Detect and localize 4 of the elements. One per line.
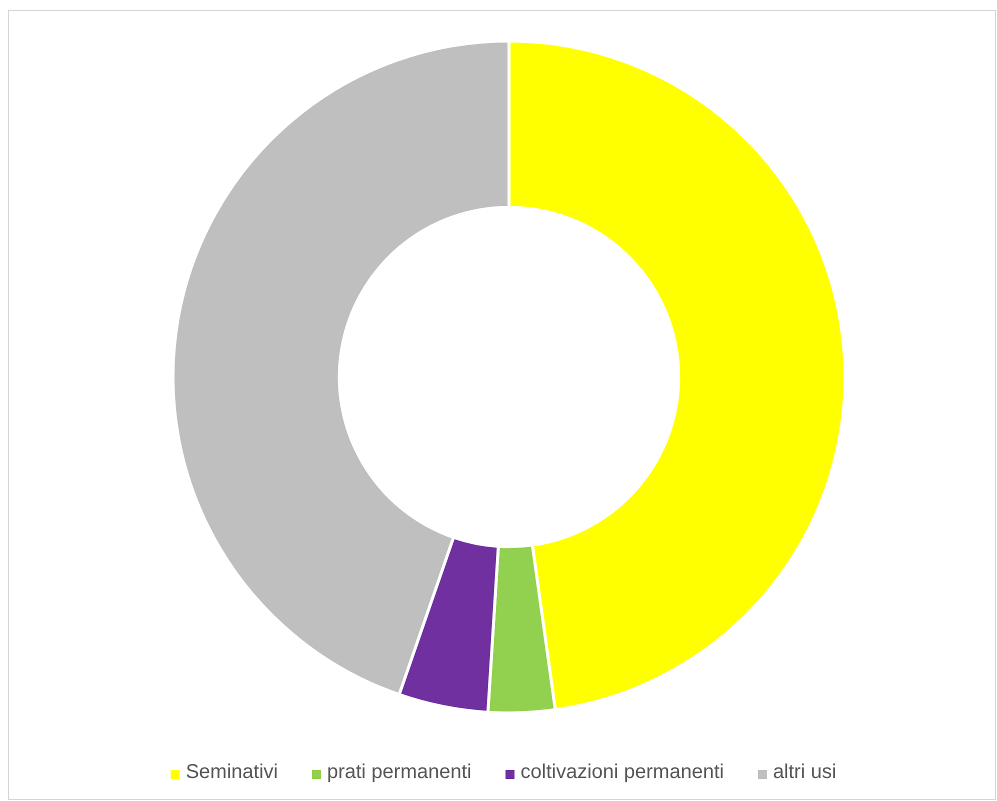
legend-label: Seminativi — [186, 761, 278, 783]
legend-label: coltivazioni permanenti — [520, 761, 724, 783]
legend-label: altri usi — [772, 761, 836, 783]
legend-label: prati permanenti — [326, 761, 472, 783]
